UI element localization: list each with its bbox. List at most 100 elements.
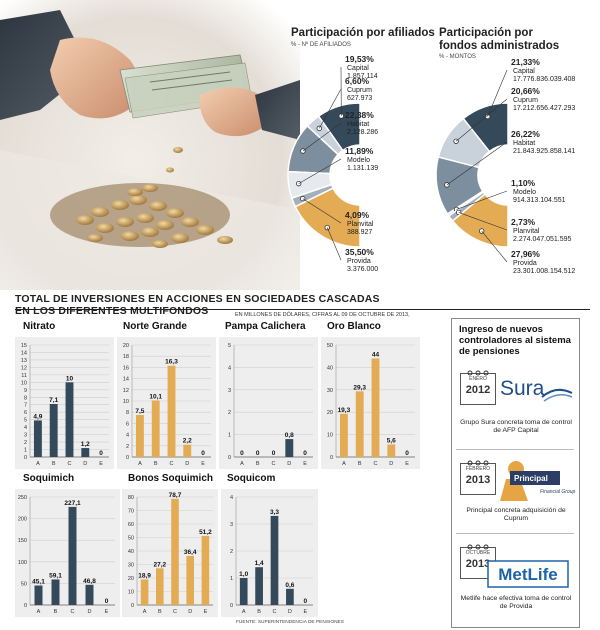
bar bbox=[285, 439, 294, 457]
category-label: E bbox=[405, 461, 409, 467]
y-tick-label: 0 bbox=[131, 603, 134, 609]
slice-value: 388.927 bbox=[347, 229, 372, 236]
category-label: B bbox=[158, 609, 162, 615]
y-tick-label: 200 bbox=[18, 517, 27, 523]
leader-line bbox=[456, 190, 508, 210]
y-tick-label: 13 bbox=[21, 358, 27, 364]
bar bbox=[201, 535, 210, 605]
slice-value: 17.776.836.039.408 bbox=[513, 76, 575, 83]
bar-value-label: 1,2 bbox=[81, 441, 90, 448]
chart-title: Norte Grande bbox=[123, 321, 187, 332]
chart-panel-bonos-soquimich: Bonos Soquimich 0 10 20 30 40 50 60 70 80 18,9 A 27… bbox=[122, 473, 218, 617]
bar-value-label: 0 bbox=[405, 450, 409, 457]
section-title: TOTAL DE INVERSIONES EN ACCIONES EN SOCI… bbox=[15, 293, 405, 317]
leader-line bbox=[455, 98, 508, 142]
bar-value-label: 227,1 bbox=[64, 500, 81, 507]
category-label: B bbox=[54, 609, 58, 615]
category-label: B bbox=[154, 461, 158, 467]
bar bbox=[167, 365, 176, 457]
slice-percent: 20,66% bbox=[511, 86, 540, 96]
sura-logo: Sura bbox=[500, 377, 573, 402]
y-tick-label: 4 bbox=[228, 365, 231, 371]
category-label: D bbox=[83, 461, 87, 467]
y-tick-label: 3 bbox=[230, 522, 233, 528]
y-tick-label: 6 bbox=[24, 410, 27, 416]
y-tick-label: 0 bbox=[24, 455, 27, 461]
category-label: B bbox=[257, 609, 261, 615]
y-tick-label: 12 bbox=[21, 365, 27, 371]
donut-afiliados-title: Participación por afiliados bbox=[291, 27, 435, 39]
category-label: E bbox=[99, 461, 103, 467]
bar bbox=[151, 400, 160, 457]
y-tick-label: 10 bbox=[128, 590, 134, 596]
category-label: A bbox=[138, 461, 142, 467]
y-tick-label: 100 bbox=[18, 560, 27, 566]
category-label: D bbox=[389, 461, 393, 467]
y-tick-label: 1 bbox=[24, 448, 27, 454]
y-tick-label: 8 bbox=[24, 395, 27, 401]
leader-line bbox=[446, 141, 508, 186]
bar bbox=[355, 391, 364, 457]
category-label: E bbox=[303, 609, 307, 615]
category-label: A bbox=[36, 461, 40, 467]
slice-name: Capital bbox=[347, 65, 369, 72]
slice-value: 21.843.925.858.141 bbox=[513, 148, 575, 155]
slice-name: Capital bbox=[513, 68, 535, 75]
bar bbox=[156, 568, 164, 605]
bar-value-label: 46,8 bbox=[83, 578, 96, 585]
y-tick-label: 4 bbox=[126, 433, 129, 439]
category-label: A bbox=[240, 461, 244, 467]
y-tick-label: 30 bbox=[327, 388, 333, 394]
bar-value-label: 4,9 bbox=[33, 413, 42, 420]
chart-title: Soquimich bbox=[23, 473, 75, 484]
y-tick-label: 9 bbox=[24, 388, 27, 394]
news-title: Ingreso de nuevos controladores al siste… bbox=[459, 324, 571, 357]
category-label: B bbox=[358, 461, 362, 467]
bar-value-label: 5,6 bbox=[387, 437, 396, 444]
chart-panel-nitrato: Nitrato 0 1 2 3 4 5 6 7 8 9 10 11 12 13 14 15 4,9 A 7,1 B 10… bbox=[15, 321, 114, 469]
y-tick-label: 2 bbox=[228, 410, 231, 416]
bar-value-label: 0 bbox=[105, 598, 109, 605]
calendar-month: ENERO bbox=[469, 376, 487, 382]
money-hands-illustration bbox=[0, 0, 300, 290]
bar bbox=[68, 506, 77, 605]
bar-value-label: 36,4 bbox=[184, 549, 197, 556]
leader-line bbox=[319, 88, 342, 129]
bar bbox=[85, 584, 94, 605]
calendar-year: 2013 bbox=[465, 474, 491, 486]
y-tick-label: 11 bbox=[21, 373, 27, 379]
bar-value-label: 0 bbox=[303, 450, 307, 457]
chart-title: Soquicom bbox=[227, 473, 276, 484]
y-tick-label: 10 bbox=[21, 380, 27, 386]
left-hand bbox=[0, 10, 139, 120]
bar bbox=[339, 413, 348, 457]
bar-value-label: 0,6 bbox=[285, 582, 294, 589]
y-tick-label: 150 bbox=[18, 538, 27, 544]
category-label: D bbox=[287, 461, 291, 467]
bar bbox=[49, 403, 58, 457]
source-note: FUENTE: SUPERINTENDENCIA DE PENSIONES bbox=[236, 620, 344, 625]
bar-value-label: 0,8 bbox=[285, 432, 294, 439]
news-item-metlife: OCTUBRE 2013 MetLife Metlife hace efecti… bbox=[456, 537, 576, 623]
y-tick-label: 10 bbox=[327, 433, 333, 439]
slice-percent: 19,53% bbox=[345, 54, 374, 64]
section-note: EN MILLONES DE DÓLARES, CIFRAS AL 09 DE … bbox=[235, 312, 410, 318]
y-tick-label: 0 bbox=[228, 455, 231, 461]
bar-value-label: 1,0 bbox=[239, 571, 248, 578]
category-label: C bbox=[71, 609, 75, 615]
slice-value: 914.313.104.551 bbox=[513, 197, 566, 204]
news-caption: Grupo Sura concreta toma de control de A… bbox=[460, 419, 572, 434]
slice-value: 17.212.656.427.293 bbox=[513, 105, 575, 112]
y-tick-label: 20 bbox=[128, 576, 134, 582]
right-hand bbox=[199, 80, 300, 140]
principal-logo-subtext: Financial Group bbox=[540, 489, 576, 495]
bar-value-label: 44 bbox=[372, 351, 380, 358]
y-tick-label: 14 bbox=[21, 350, 27, 356]
slice-percent: 27,96% bbox=[511, 249, 540, 259]
leader-dot bbox=[444, 182, 450, 188]
bar bbox=[270, 515, 279, 605]
y-tick-label: 12 bbox=[123, 388, 129, 394]
category-label: C bbox=[272, 461, 276, 467]
principal-logo-text: Principal bbox=[514, 474, 548, 483]
y-tick-label: 50 bbox=[327, 343, 333, 349]
